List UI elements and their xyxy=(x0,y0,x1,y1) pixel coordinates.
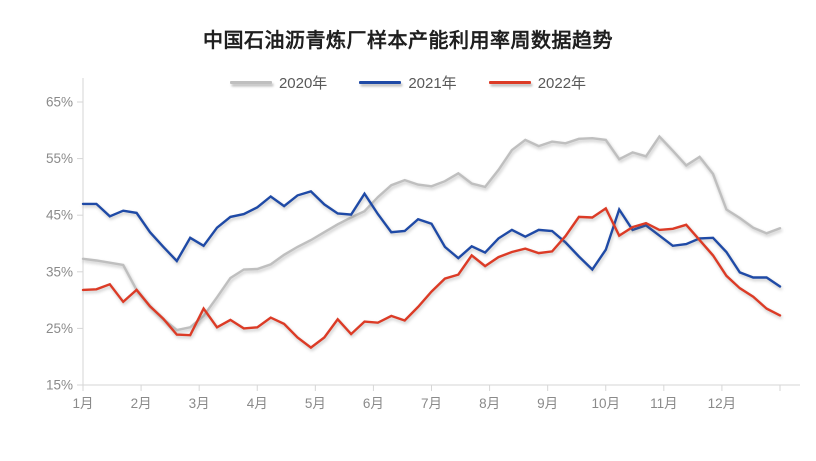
y-tick-label: 25% xyxy=(46,321,73,336)
legend-item-2021: 2021年 xyxy=(359,72,457,93)
series-line-2022 xyxy=(81,206,782,350)
chart-title: 中国石油沥青炼厂样本产能利用率周数据趋势 xyxy=(203,30,613,52)
x-tick-label: 11月 xyxy=(650,396,678,411)
x-tick-label: 10月 xyxy=(591,396,620,411)
legend-item-2020: 2020年 xyxy=(229,72,328,93)
series-line-2021 xyxy=(81,190,782,288)
y-tick-label: 65% xyxy=(46,95,73,110)
x-tick-label: 2月 xyxy=(131,396,152,411)
series-line-2020 xyxy=(81,134,782,332)
x-tick-label: 4月 xyxy=(247,396,268,411)
x-tick-label: 3月 xyxy=(189,396,210,411)
y-tick-label: 55% xyxy=(46,151,73,166)
x-tick-label: 8月 xyxy=(479,396,500,411)
x-tick-label: 6月 xyxy=(363,396,384,411)
legend-label-2022: 2022年 xyxy=(537,75,587,92)
x-tick-label: 1月 xyxy=(72,396,93,411)
y-tick-label: 35% xyxy=(46,264,73,279)
legend-label-2021: 2021年 xyxy=(408,75,457,92)
legend-line-2022-swatch xyxy=(488,81,531,84)
x-tick-label: 12月 xyxy=(708,396,737,411)
legend-item-2022: 2022年 xyxy=(488,72,587,93)
x-tick-label: 9月 xyxy=(537,396,558,411)
y-tick-label: 45% xyxy=(46,208,73,223)
legend-label-2020: 2020年 xyxy=(278,75,328,92)
x-tick-label: 7月 xyxy=(421,396,442,411)
legend-line-2020-swatch xyxy=(229,81,272,84)
x-tick-label: 5月 xyxy=(305,396,326,411)
legend-line-2021-swatch xyxy=(359,81,402,84)
y-tick-label: 15% xyxy=(46,378,73,393)
chart-legend: 2020年 2021年 2022年 xyxy=(0,72,816,93)
